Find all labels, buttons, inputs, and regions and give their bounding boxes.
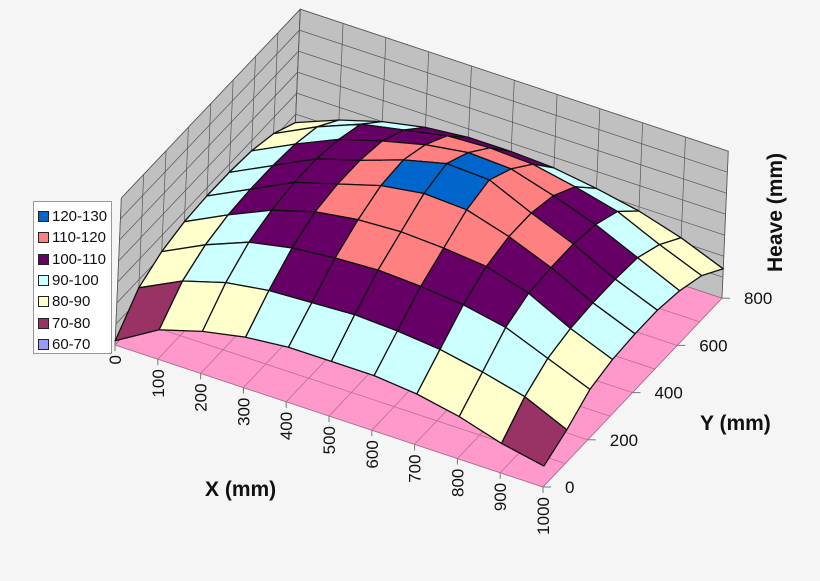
legend-item: 120-130 <box>38 206 111 227</box>
y-tick-label: 0 <box>565 478 574 497</box>
x-axis-ticks: 0 100 200 300 400 500 600 700 800 900 1000 <box>106 345 553 535</box>
legend-swatch <box>38 232 49 244</box>
y-axis-title: Y (mm) <box>700 412 771 435</box>
legend-item: 70-80 <box>38 312 111 333</box>
x-tick-label: 600 <box>363 440 382 468</box>
y-tick-label: 400 <box>654 384 682 403</box>
legend-item: 90-100 <box>38 270 111 291</box>
z-axis-title: Heave (mm) <box>764 153 787 272</box>
chart-surface <box>114 119 724 467</box>
legend-label: 100-110 <box>52 250 106 268</box>
legend-item: 110-120 <box>38 227 111 248</box>
legend-item: 100-110 <box>38 249 111 270</box>
y-tick-label: 200 <box>610 431 638 450</box>
legend-swatch <box>38 253 49 265</box>
legend-label: 80-90 <box>52 293 91 311</box>
y-axis-ticks: 0 200 400 600 800 <box>543 289 772 497</box>
legend: 120-130 110-120 100-110 90-100 80-90 70-80 60-… <box>33 201 112 354</box>
legend-swatch <box>38 275 49 287</box>
y-tick-label: 800 <box>744 289 772 308</box>
x-tick-label: 700 <box>406 454 425 482</box>
legend-label: 90-100 <box>52 272 99 290</box>
x-tick-label: 500 <box>320 426 339 454</box>
legend-swatch <box>38 317 49 329</box>
legend-item: 80-90 <box>38 291 111 312</box>
y-tick-label: 600 <box>699 336 727 355</box>
legend-label: 60-70 <box>52 335 91 353</box>
x-tick-label: 100 <box>149 369 168 397</box>
legend-label: 120-130 <box>52 208 108 226</box>
legend-swatch <box>38 296 49 308</box>
x-axis-title: X (mm) <box>205 478 276 501</box>
surface-cell <box>500 396 568 467</box>
x-tick-label: 400 <box>277 412 296 440</box>
legend-item: 60-70 <box>38 334 111 355</box>
legend-swatch <box>38 338 49 350</box>
x-tick-label: 300 <box>234 398 253 426</box>
x-tick-label: 200 <box>192 383 211 411</box>
x-tick-label: 1000 <box>534 497 553 535</box>
x-tick-label: 900 <box>491 483 510 511</box>
legend-label: 110-120 <box>52 229 106 247</box>
legend-label: 70-80 <box>52 314 91 332</box>
legend-swatch <box>38 211 49 223</box>
x-tick-label: 800 <box>448 469 467 497</box>
x-tick-label: 0 <box>106 355 125 364</box>
